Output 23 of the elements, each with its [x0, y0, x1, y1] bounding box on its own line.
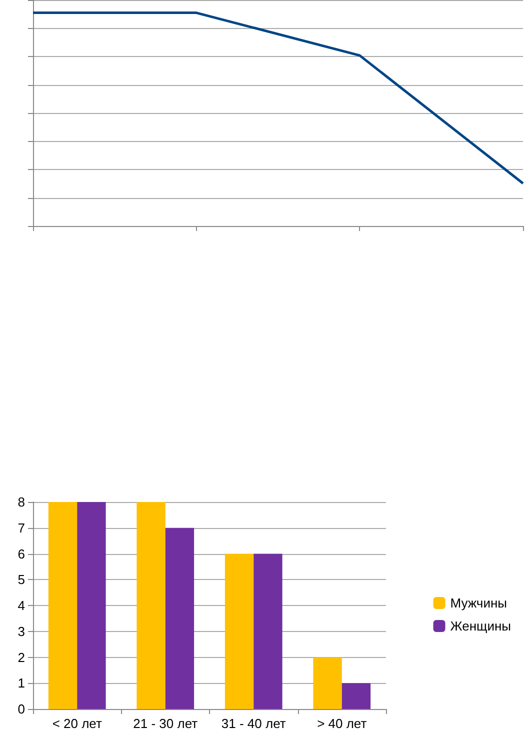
x-tick-label: 21 - 30 лет: [133, 716, 198, 731]
x-tick-label: 31 - 40 лет: [221, 716, 286, 731]
bar: [48, 502, 78, 709]
y-tick-label: 2: [18, 650, 25, 665]
bar: [342, 683, 371, 709]
y-tick-label: 7: [18, 520, 25, 536]
x-tick-label: > 40 лет: [317, 716, 367, 731]
legend-label: Мужчины: [450, 596, 507, 610]
y-tick-label: 3: [18, 624, 25, 639]
y-tick-label: 6: [18, 546, 25, 562]
bar: [313, 657, 342, 709]
y-tick-label: 8: [18, 494, 25, 510]
bar: [224, 554, 254, 709]
legend-label: Женщины: [450, 618, 511, 634]
y-tick-label: 0: [18, 702, 25, 716]
x-tick-label: < 20 лет: [52, 716, 102, 731]
bar: [136, 502, 166, 709]
bar: [254, 554, 282, 709]
y-tick-label: 4: [18, 598, 25, 613]
y-tick-label: 5: [18, 572, 25, 588]
bar: [165, 528, 194, 709]
bar: [77, 502, 106, 709]
y-tick-label: 1: [18, 676, 25, 691]
